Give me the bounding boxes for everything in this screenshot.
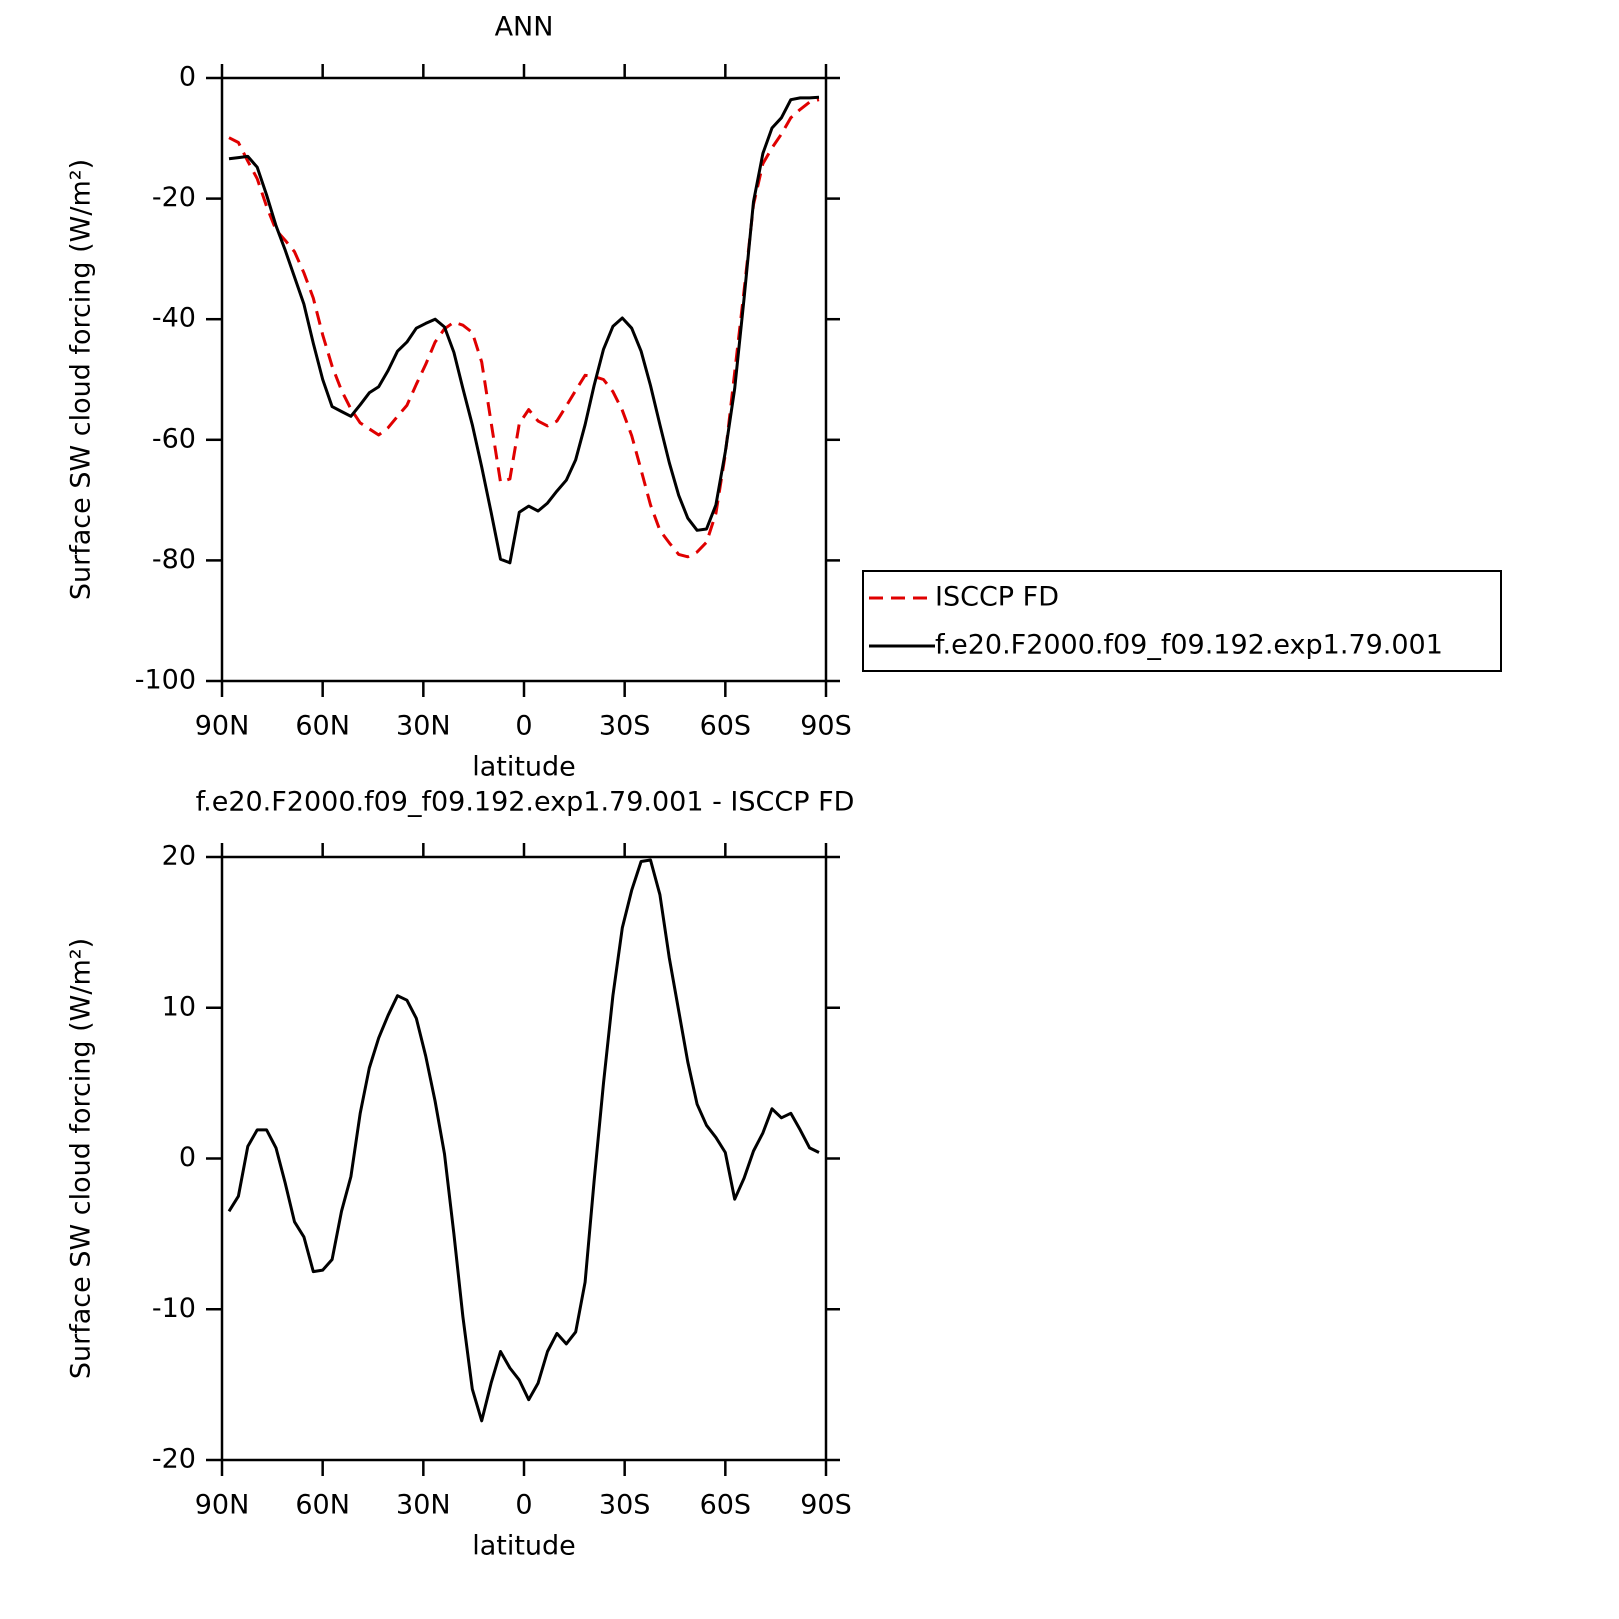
x-tick-label: 30N <box>396 711 451 742</box>
x-tick-label: 60N <box>295 711 350 742</box>
data-line <box>227 858 820 1423</box>
legend-label: ISCCP FD <box>935 582 1059 613</box>
chart: f.e20.F2000.f09_f09.192.exp1.79.001 - IS… <box>66 787 855 1562</box>
y-tick-label: -40 <box>152 303 196 334</box>
x-tick-label: 0 <box>515 1490 532 1521</box>
x-tick-label: 30N <box>396 1490 451 1521</box>
y-tick-label: 0 <box>179 1142 196 1173</box>
x-tick-label: 90S <box>800 711 852 742</box>
y-tick-label: 10 <box>162 991 196 1022</box>
x-axis-label: latitude <box>472 1531 576 1562</box>
y-tick-label: -20 <box>152 182 196 213</box>
x-tick-label: 0 <box>515 711 532 742</box>
x-tick-label: 90S <box>800 1490 852 1521</box>
data-line <box>228 95 820 565</box>
x-tick-label: 30S <box>599 711 651 742</box>
y-axis-label: Surface SW cloud forcing (W/m²) <box>66 159 97 600</box>
x-tick-label: 60N <box>295 1490 350 1521</box>
legend-label: f.e20.F2000.f09_f09.192.exp1.79.001 <box>935 630 1443 661</box>
x-tick-label: 60S <box>700 1490 752 1521</box>
x-tick-label: 90N <box>195 1490 250 1521</box>
y-tick-label: 0 <box>179 62 196 93</box>
chart-title: ANN <box>495 12 554 43</box>
y-axis-label: Surface SW cloud forcing (W/m²) <box>66 938 97 1379</box>
data-line <box>228 98 820 559</box>
plot-frame <box>220 855 828 1462</box>
y-tick-label: -20 <box>152 1444 196 1475</box>
chart: ANN -100 -80 -60 -40 -20 0 90N 60N 30N 0 30S 60S 90S l… <box>66 12 1502 783</box>
y-tick-label: 20 <box>162 841 196 872</box>
x-tick-label: 30S <box>599 1490 651 1521</box>
x-tick-label: 60S <box>700 711 752 742</box>
legend-box <box>862 570 1502 672</box>
y-tick-label: -100 <box>135 665 196 696</box>
chart-title: f.e20.F2000.f09_f09.192.exp1.79.001 - IS… <box>196 787 855 818</box>
x-axis-label: latitude <box>472 752 576 783</box>
y-tick-label: -60 <box>152 423 196 454</box>
y-tick-label: -10 <box>152 1293 196 1324</box>
y-tick-label: -80 <box>152 544 196 575</box>
x-tick-label: 90N <box>195 711 250 742</box>
